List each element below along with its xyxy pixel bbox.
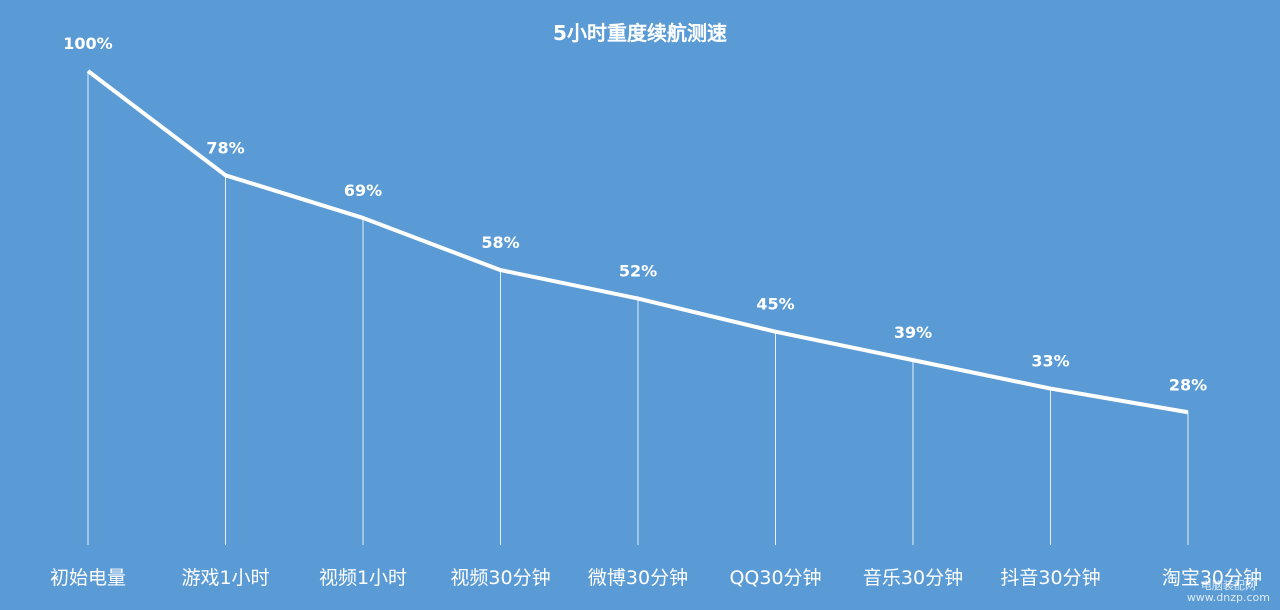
chart-title: 5小时重度续航测速 xyxy=(553,21,727,45)
x-tick-label: 视频1小时 xyxy=(319,567,407,589)
watermark-line1: 电脑装配网 xyxy=(1200,579,1256,592)
x-tick-label: 淘宝30分钟 xyxy=(1162,567,1262,589)
x-tick-label: 初始电量 xyxy=(50,567,126,589)
x-tick-label: 抖音30分钟 xyxy=(1000,567,1100,589)
data-label: 69% xyxy=(344,181,382,200)
data-label: 33% xyxy=(1031,352,1069,371)
data-label: 45% xyxy=(756,295,794,314)
data-label: 100% xyxy=(63,34,112,53)
data-label: 52% xyxy=(619,262,657,281)
data-labels: 100% 78% 69% 58% 52% 45% 39% 33% 28% xyxy=(63,34,1207,394)
series-line xyxy=(86,69,1189,415)
data-label: 58% xyxy=(481,233,519,252)
x-tick-label: 游戏1小时 xyxy=(181,567,269,589)
x-tick-label: 微博30分钟 xyxy=(588,567,688,589)
drop-lines xyxy=(87,71,1189,545)
x-tick-label: 音乐30分钟 xyxy=(863,567,963,589)
watermark: 电脑装配网 www.dnzp.com xyxy=(1187,580,1270,604)
data-label: 78% xyxy=(206,138,244,157)
data-label: 28% xyxy=(1169,375,1207,394)
x-tick-label: 视频30分钟 xyxy=(450,567,550,589)
x-tick-label: QQ30分钟 xyxy=(729,567,821,589)
data-label: 39% xyxy=(894,323,932,342)
x-tick-labels: 初始电量 游戏1小时 视频1小时 视频30分钟 微博30分钟 QQ30分钟 音乐30分钟 抖音… xyxy=(50,567,1262,589)
watermark-line2: www.dnzp.com xyxy=(1186,591,1270,604)
